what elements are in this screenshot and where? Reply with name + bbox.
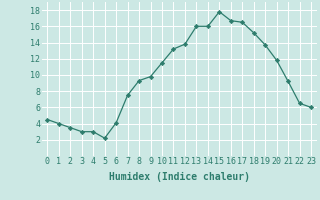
X-axis label: Humidex (Indice chaleur): Humidex (Indice chaleur) [109,172,250,182]
